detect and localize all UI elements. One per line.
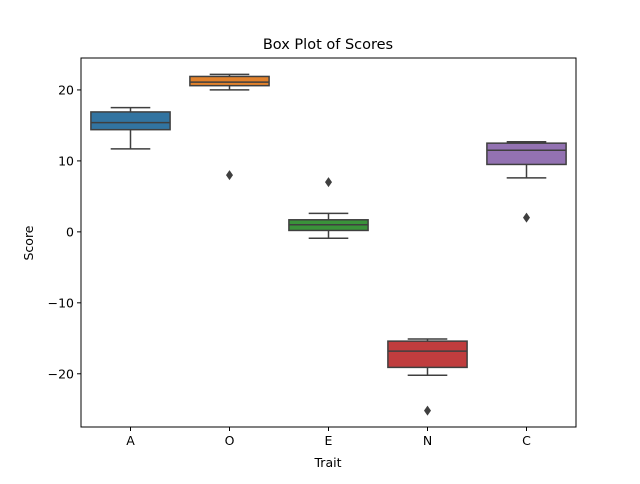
box-n [387,340,468,369]
x-tick-label: E [325,433,333,448]
box-c [486,142,567,166]
box-group-o [189,73,270,181]
box-a [90,111,171,131]
y-tick-label: 20 [58,82,74,97]
y-tick-label: −10 [48,295,74,310]
y-tick-label: −20 [48,366,74,381]
box-group-n [387,338,468,416]
box-group-c [486,140,567,223]
x-axis-label: Trait [314,455,342,470]
box-group-a [90,106,171,150]
outlier-point [523,212,530,223]
outlier-point [226,170,233,181]
axes: −20 −10 0 10 20 A O E N C [48,57,577,448]
box-group-e [288,177,369,239]
x-tick-label: O [225,433,235,448]
y-tick-label: 10 [58,153,74,168]
plot-area [90,73,567,416]
outlier-point [424,405,431,416]
x-tick-label: A [126,433,135,448]
chart-title: Box Plot of Scores [263,37,393,53]
y-axis-label: Score [21,225,36,260]
y-tick-label: 0 [66,224,74,239]
box-o [189,75,270,87]
outlier-point [325,177,332,188]
x-tick-label: C [522,433,531,448]
x-tick-label: N [423,433,432,448]
